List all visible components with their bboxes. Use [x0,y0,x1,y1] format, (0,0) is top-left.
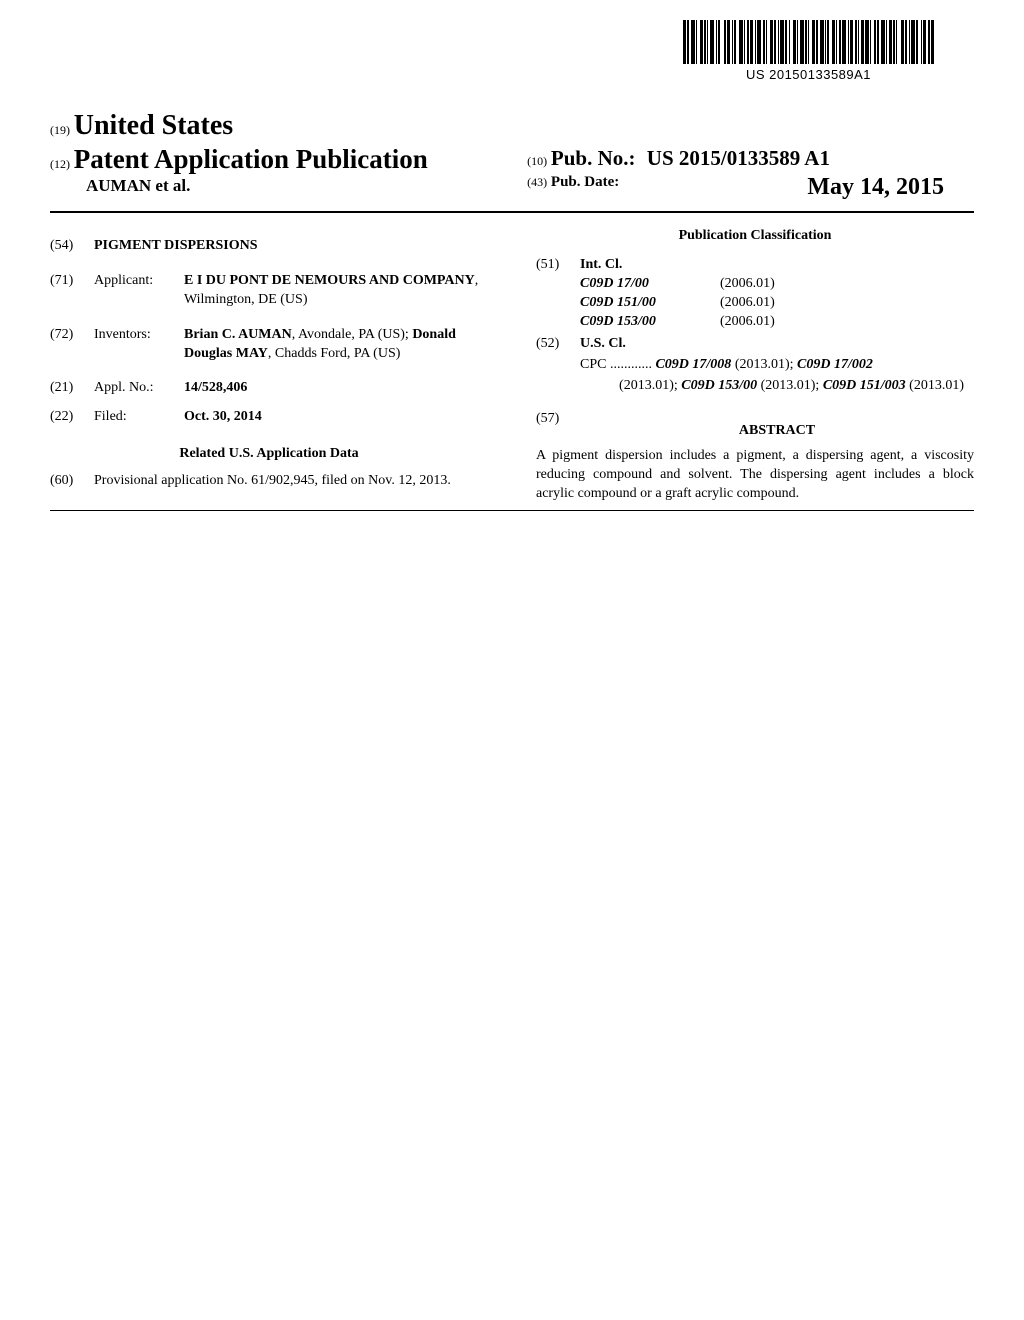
applicant: E I DU PONT DE NEMOURS AND COMPANY [184,273,475,288]
pub-date: May 14, 2015 [807,174,944,201]
field-num-21: (21) [50,379,94,398]
prefix-43: (43) [527,175,547,189]
country: United States [74,110,233,141]
applicant-label: Applicant: [94,272,184,310]
cpc-1: C09D 17/008 [655,357,731,372]
uscl-label: U.S. Cl. [580,336,626,351]
pub-no-label: Pub. No.: [551,146,636,170]
inventors-label: Inventors: [94,326,184,364]
divider [50,211,974,213]
title: PIGMENT DISPERSIONS [94,238,258,253]
intcl-code-1: C09D 151/00 [580,294,720,313]
cpc-label: CPC ............ [580,357,652,372]
abstract-heading: ABSTRACT [580,422,974,441]
appl-no-label: Appl. No.: [94,379,184,398]
divider-bottom [50,510,974,511]
field-num-54: (54) [50,237,94,256]
abstract-body: A pigment dispersion includes a pigment,… [536,447,974,504]
cpc-2-date: (2013.01); [619,378,681,393]
appl-no: 14/528,406 [184,380,247,395]
field-num-51: (51) [536,256,580,332]
cpc-3: C09D 153/00 [681,378,757,393]
intcl-label: Int. Cl. [580,257,622,272]
related-heading: Related U.S. Application Data [50,445,488,464]
cpc-4-date: (2013.01) [906,378,964,393]
prefix-19: (19) [50,123,70,137]
pub-no: US 2015/0133589 A1 [647,146,830,170]
intcl-date-1: (2006.01) [720,294,775,313]
barcode-region: US 20150133589A1 [683,20,934,82]
filed-date: Oct. 30, 2014 [184,409,262,424]
pub-date-label: Pub. Date: [551,174,619,190]
provisional-text: Provisional application No. 61/902,945, … [94,472,488,491]
authors-line: AUMAN et al. [86,176,190,195]
barcode-graphic [683,20,934,64]
field-num-71: (71) [50,272,94,310]
prefix-10: (10) [527,154,547,168]
intcl-date-2: (2006.01) [720,313,775,332]
intcl-date-0: (2006.01) [720,275,775,294]
header-row: (19) United States (12) Patent Applicati… [50,110,974,201]
prefix-12: (12) [50,157,70,171]
intcl-code-0: C09D 17/00 [580,275,720,294]
barcode-text: US 20150133589A1 [683,67,934,82]
cpc-2: C09D 17/002 [797,357,873,372]
cpc-3-date: (2013.01); [757,378,823,393]
field-num-72: (72) [50,326,94,364]
inventor-1-loc: , Avondale, PA (US); [292,327,409,342]
field-num-60: (60) [50,472,94,491]
doc-type: Patent Application Publication [74,144,428,174]
filed-label: Filed: [94,408,184,427]
field-num-22: (22) [50,408,94,427]
field-num-57: (57) [536,410,580,441]
cpc-4: C09D 151/003 [823,378,906,393]
inventor-2-loc: , Chadds Ford, PA (US) [268,346,401,361]
cpc-1-date: (2013.01); [731,357,797,372]
inventor-1: Brian C. AUMAN [184,327,292,342]
right-column: Publication Classification (51) Int. Cl.… [512,227,974,504]
pubclass-heading: Publication Classification [536,227,974,246]
left-column: (54) PIGMENT DISPERSIONS (71) Applicant:… [50,227,512,504]
intcl-code-2: C09D 153/00 [580,313,720,332]
field-num-52: (52) [536,335,580,396]
